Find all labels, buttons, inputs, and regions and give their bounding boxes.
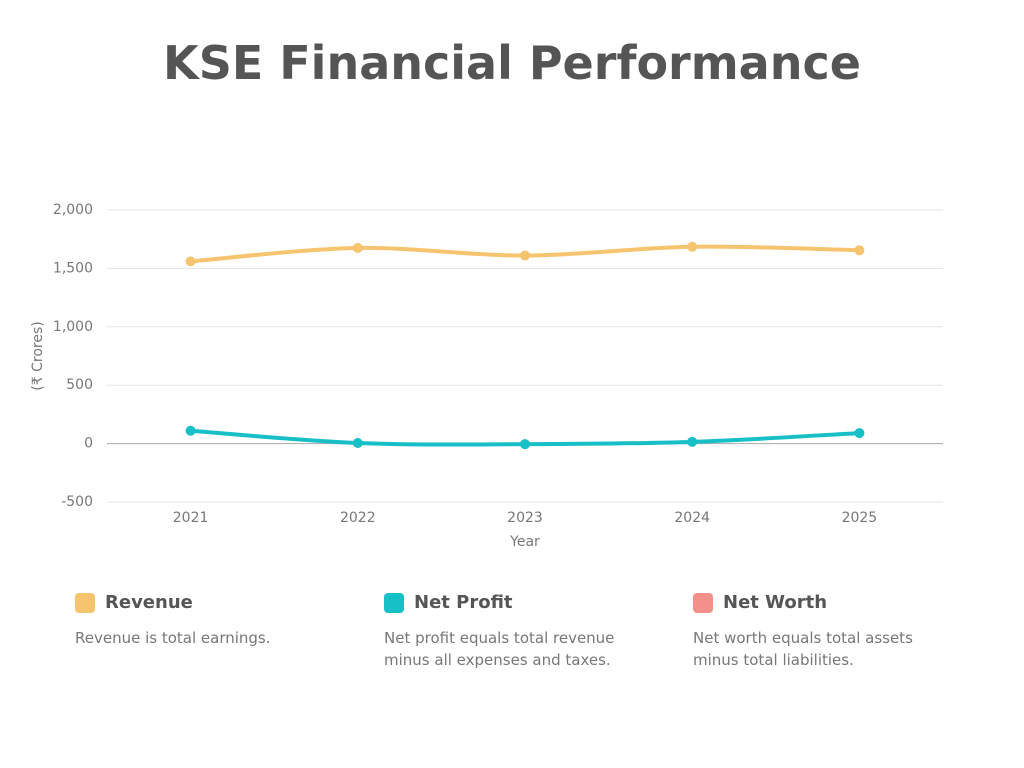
chart-title: KSE Financial Performance — [163, 36, 861, 90]
legend-entry: Net Worth Net worth equals total assets m… — [693, 592, 933, 671]
legend-description: Net profit equals total revenue minus al… — [384, 629, 615, 669]
x-tick-label: 2025 — [842, 510, 878, 526]
point — [687, 436, 698, 447]
x-axis-label: Year — [509, 534, 540, 550]
point — [185, 256, 196, 267]
legend-entry: Net Profit Net profit equals total revenu… — [384, 592, 624, 671]
chart: (₹ Crores) Year -500 0 500 1,000 1,500 2,000 2… — [30, 202, 943, 550]
legend-entry: Revenue Revenue is total earnings. — [75, 592, 315, 649]
point — [854, 245, 865, 256]
y-tick-label: 2,000 — [53, 202, 93, 218]
point — [520, 439, 530, 450]
y-tick-label: 1,000 — [53, 319, 93, 335]
legend-description: Revenue is total earnings. — [75, 629, 271, 647]
legend-description: Net worth equals total assets minus tota… — [693, 629, 913, 669]
y-tick-label: 0 — [84, 436, 93, 452]
y-tick-label: 500 — [66, 377, 93, 393]
point — [352, 242, 363, 253]
legend-label: Revenue — [105, 592, 193, 613]
point — [352, 438, 363, 449]
legend-swatch — [75, 592, 95, 613]
point — [520, 250, 530, 261]
x-tick-label: 2021 — [173, 510, 209, 526]
legend-swatch — [693, 592, 713, 613]
point — [687, 241, 698, 252]
point — [185, 425, 196, 436]
x-tick-label: 2024 — [674, 510, 710, 526]
legend-label: Net Profit — [414, 592, 513, 613]
y-axis-label: (₹ Crores) — [30, 321, 46, 390]
x-tick-label: 2022 — [340, 510, 376, 526]
y-tick-label: -500 — [61, 494, 93, 510]
legend-label: Net Worth — [723, 592, 828, 613]
y-tick-label: 1,500 — [53, 260, 93, 276]
x-tick-label: 2023 — [507, 510, 543, 526]
point — [854, 428, 865, 439]
legend-swatch — [384, 592, 404, 613]
